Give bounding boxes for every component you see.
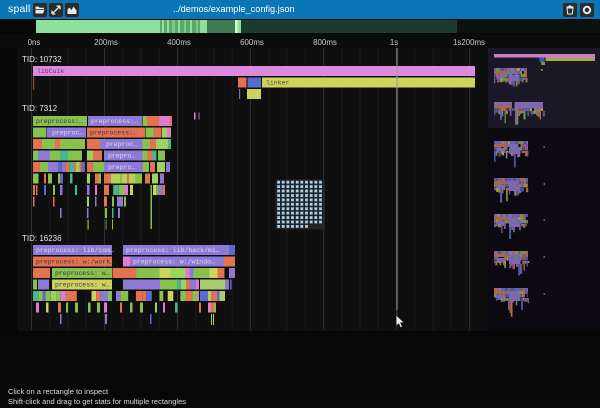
svg-text:preprocess:…: preprocess:… xyxy=(90,130,137,137)
svg-text:preprocess: lib/com…: preprocess: lib/com… xyxy=(36,247,114,254)
svg-text:linker: linker xyxy=(266,80,290,87)
svg-text:TID: 10732: TID: 10732 xyxy=(22,55,62,64)
svg-text:libCuik: libCuik xyxy=(37,68,64,75)
svg-text:preprocess:…: preprocess:… xyxy=(36,118,83,125)
svg-text:preprocess:…: preprocess:… xyxy=(91,118,138,125)
svg-text:preprocess: w…: preprocess: w… xyxy=(55,270,110,277)
svg-text:TID: 16236: TID: 16236 xyxy=(22,234,62,243)
svg-text:preprocess: w:/windo…: preprocess: w:/windo… xyxy=(133,259,215,266)
svg-text:TID: 7312: TID: 7312 xyxy=(22,104,58,113)
svg-text:preprocess: lib/back/mi…: preprocess: lib/back/mi… xyxy=(126,247,220,254)
svg-text:prepro…: prepro… xyxy=(108,153,135,160)
svg-text:preprocess: w:/work…: preprocess: w:/work… xyxy=(36,259,114,266)
svg-text:preproc…: preproc… xyxy=(52,130,83,137)
svg-text:preprocess: w…: preprocess: w… xyxy=(55,282,110,289)
svg-text:preproc…: preproc… xyxy=(106,141,137,148)
svg-text:prepro…: prepro… xyxy=(108,164,135,171)
